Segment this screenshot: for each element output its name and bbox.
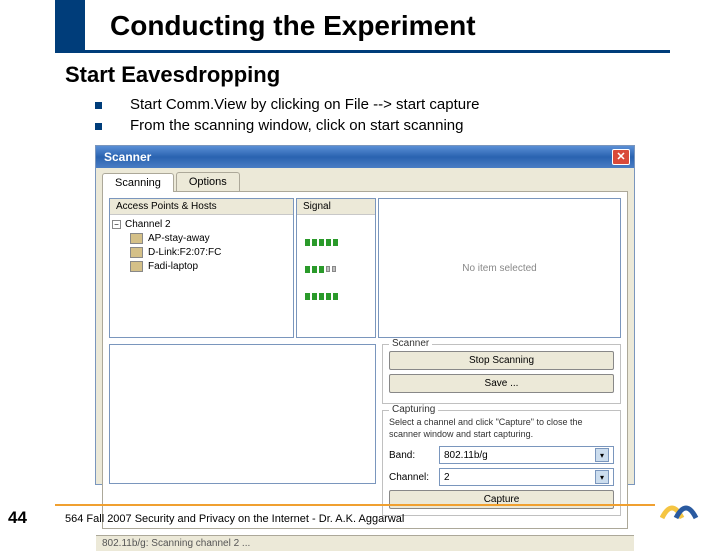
signal-bar-icon (326, 266, 330, 272)
signal-bar-icon (332, 266, 336, 272)
tree-item-label: D-Link:F2:07:FC (148, 247, 221, 258)
tab-body: Access Points & Hosts − Channel 2 AP-sta… (102, 191, 628, 529)
page-number: 44 (8, 508, 27, 528)
band-row: Band: 802.11b/g ▾ (389, 446, 614, 464)
accent-bar (55, 0, 85, 50)
tree-item[interactable]: AP-stay-away (130, 233, 291, 244)
signal-bar-icon (319, 239, 324, 246)
tree-header: Access Points & Hosts (110, 199, 293, 215)
bullet-text: Start Comm.View by clicking on File --> … (130, 96, 479, 113)
scanner-legend: Scanner (389, 338, 432, 349)
capture-button[interactable]: Capture (389, 490, 614, 509)
capturing-fieldset: Capturing Select a channel and click "Ca… (382, 410, 621, 516)
tree-channel-label: Channel 2 (125, 219, 171, 230)
stop-scanning-button[interactable]: Stop Scanning (389, 351, 614, 370)
signal-bars-row (305, 266, 371, 273)
save-button[interactable]: Save ... (389, 374, 614, 393)
chevron-down-icon: ▾ (595, 470, 609, 484)
signal-bar-icon (333, 239, 338, 246)
signal-bar-icon (305, 239, 310, 246)
scanner-fieldset: Scanner Stop Scanning Save ... (382, 344, 621, 404)
statusbar: 802.11b/g: Scanning channel 2 ... (96, 535, 634, 551)
slide-title: Conducting the Experiment (110, 10, 476, 42)
band-label: Band: (389, 450, 439, 461)
channel-row: Channel: 2 ▾ (389, 468, 614, 486)
band-select[interactable]: 802.11b/g ▾ (439, 446, 614, 464)
left-blank-pane (109, 344, 376, 484)
channel-value: 2 (444, 472, 450, 483)
capturing-legend: Capturing (389, 404, 438, 415)
signal-bar-icon (319, 293, 324, 300)
footer-text: 564 Fall 2007 Security and Privacy on th… (65, 513, 404, 525)
signal-bar-icon (312, 239, 317, 246)
signal-bar-icon (305, 266, 310, 273)
signal-bar-icon (305, 293, 310, 300)
tree-pane: Access Points & Hosts − Channel 2 AP-sta… (109, 198, 294, 338)
signal-bars-row (305, 239, 371, 246)
tree-item-label: Fadi-laptop (148, 261, 198, 272)
signal-bar-icon (312, 266, 317, 273)
bullet-marker (95, 123, 102, 130)
bullet-text: From the scanning window, click on start… (130, 117, 464, 134)
signal-bar-icon (312, 293, 317, 300)
ap-icon (130, 261, 143, 272)
right-controls: Scanner Stop Scanning Save ... Capturing… (382, 344, 621, 522)
scanner-window: Scanner ✕ Scanning Options Access Points… (95, 145, 635, 485)
channel-select[interactable]: 2 ▾ (439, 468, 614, 486)
band-value: 802.11b/g (444, 450, 488, 461)
signal-pane: Signal (296, 198, 376, 338)
slide-subtitle: Start Eavesdropping (65, 62, 280, 88)
upper-panes: Access Points & Hosts − Channel 2 AP-sta… (109, 198, 621, 338)
bullet-list: Start Comm.View by clicking on File --> … (95, 96, 479, 138)
signal-bar-icon (326, 293, 331, 300)
tab-scanning[interactable]: Scanning (102, 173, 174, 192)
bullet-item: From the scanning window, click on start… (95, 117, 479, 134)
title-underline (55, 50, 670, 53)
lower-area: Scanner Stop Scanning Save ... Capturing… (109, 344, 621, 522)
chevron-down-icon: ▾ (595, 448, 609, 462)
titlebar[interactable]: Scanner ✕ (96, 146, 634, 168)
tree-content: − Channel 2 AP-stay-away D-Link:F2:07:FC… (110, 215, 293, 279)
ap-icon (130, 247, 143, 258)
tree-item-label: AP-stay-away (148, 233, 210, 244)
signal-bars-row (305, 293, 371, 300)
signal-bar-icon (333, 293, 338, 300)
ap-icon (130, 233, 143, 244)
logo-icon (660, 496, 702, 522)
close-button[interactable]: ✕ (612, 149, 630, 165)
capturing-hint: Select a channel and click "Capture" to … (389, 417, 614, 440)
signal-content (297, 215, 375, 309)
detail-placeholder: No item selected (462, 263, 536, 274)
tree-item[interactable]: Fadi-laptop (130, 261, 291, 272)
signal-bar-icon (319, 266, 324, 273)
bullet-marker (95, 102, 102, 109)
tree-channel-row[interactable]: − Channel 2 (112, 219, 291, 230)
signal-header: Signal (297, 199, 375, 215)
tree-collapse-icon[interactable]: − (112, 220, 121, 229)
window-title: Scanner (104, 150, 151, 164)
tab-options[interactable]: Options (176, 172, 240, 191)
detail-pane: No item selected (378, 198, 621, 338)
footer-bar (55, 504, 655, 506)
bullet-item: Start Comm.View by clicking on File --> … (95, 96, 479, 113)
channel-label: Channel: (389, 472, 439, 483)
signal-bar-icon (326, 239, 331, 246)
close-icon: ✕ (616, 152, 625, 163)
tab-strip: Scanning Options (96, 168, 634, 191)
tree-item[interactable]: D-Link:F2:07:FC (130, 247, 291, 258)
